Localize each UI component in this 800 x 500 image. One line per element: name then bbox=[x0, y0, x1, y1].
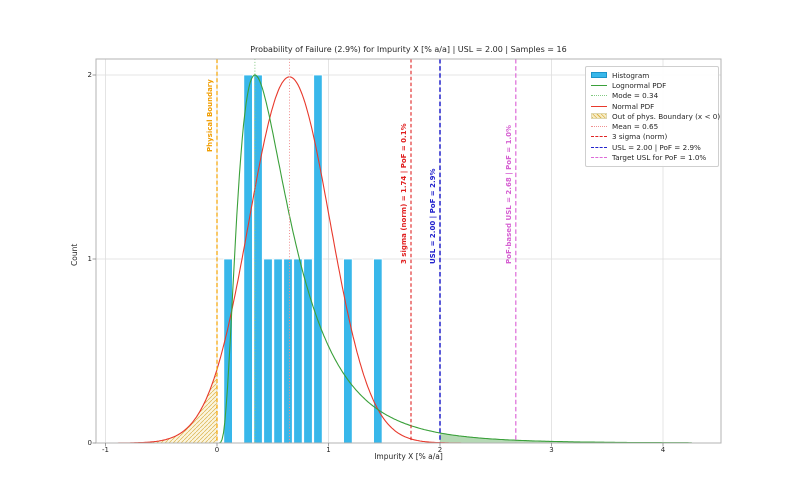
chart-title: Probability of Failure (2.9%) for Impuri… bbox=[250, 45, 567, 54]
histogram-bar bbox=[253, 74, 263, 444]
y-tick-label: 2 bbox=[87, 70, 92, 79]
x-axis-label: Impurity X [% a/a] bbox=[374, 452, 443, 461]
x-tick-label: 4 bbox=[660, 446, 666, 454]
legend-label: Mode = 0.34 bbox=[612, 91, 659, 101]
x-tick-label: 3 bbox=[549, 446, 554, 454]
legend-item: 3 sigma (norm) bbox=[591, 132, 713, 142]
legend-swatch-line bbox=[591, 126, 607, 128]
legend-label: Histogram bbox=[612, 70, 650, 80]
legend-label: Target USL for PoF = 1.0% bbox=[612, 153, 707, 163]
histogram-bar bbox=[343, 258, 353, 444]
legend-item: Lognormal PDF bbox=[591, 80, 713, 90]
legend-item: Mean = 0.65 bbox=[591, 121, 713, 131]
legend-swatch-line bbox=[591, 105, 607, 107]
legend-label: USL = 2.00 | PoF = 2.9% bbox=[612, 142, 701, 152]
x-tick-label: -1 bbox=[102, 446, 109, 454]
legend: Histogram Lognormal PDF Mode = 0.34 Normal … bbox=[585, 66, 720, 167]
fill-pof-tail bbox=[440, 433, 692, 443]
legend-swatch-line bbox=[591, 146, 607, 148]
legend-label: Out of phys. Boundary (x < 0) bbox=[612, 111, 721, 121]
legend-item: Out of phys. Boundary (x < 0) bbox=[591, 111, 720, 121]
legend-swatch-hatch bbox=[591, 113, 607, 120]
y-tick-label: 0 bbox=[87, 438, 92, 447]
legend-swatch-line bbox=[591, 157, 607, 159]
vline-label: PoF-based USL = 2.68 | PoF = 1.0% bbox=[505, 124, 513, 264]
histogram-bar bbox=[313, 74, 323, 444]
legend-item: Normal PDF bbox=[591, 101, 713, 111]
fill-out-of-boundary bbox=[105, 370, 217, 443]
legend-item: Mode = 0.34 bbox=[591, 91, 713, 101]
vline-label: 3 sigma (norm) = 1.74 | PoF = 0.1% bbox=[400, 123, 408, 264]
histogram-bar bbox=[303, 258, 313, 444]
histogram-bar bbox=[263, 258, 273, 444]
legend-label: Lognormal PDF bbox=[612, 80, 667, 90]
curve-lognormal bbox=[218, 74, 692, 444]
legend-swatch-patch bbox=[591, 72, 607, 79]
legend-swatch-line bbox=[591, 84, 607, 86]
x-tick-label: 1 bbox=[326, 446, 331, 454]
histogram-bar bbox=[273, 258, 283, 444]
legend-item: Histogram bbox=[591, 70, 713, 80]
legend-swatch-line bbox=[591, 95, 607, 97]
histogram-bar bbox=[373, 258, 383, 444]
legend-swatch-line bbox=[591, 136, 607, 138]
axes-spines bbox=[95, 58, 722, 444]
y-tick-label: 1 bbox=[87, 254, 92, 263]
histogram-bar bbox=[293, 258, 303, 444]
vline-label: USL = 2.00 | PoF = 2.9% bbox=[429, 168, 437, 264]
histogram-bar bbox=[283, 258, 293, 444]
x-tick-label: 2 bbox=[437, 446, 443, 454]
x-tick-label: 0 bbox=[214, 446, 220, 454]
legend-label: Normal PDF bbox=[612, 101, 655, 111]
histogram-bar bbox=[243, 74, 253, 444]
legend-item: USL = 2.00 | PoF = 2.9% bbox=[591, 142, 713, 152]
legend-label: Mean = 0.65 bbox=[612, 122, 659, 132]
vline-label: Physical Boundary bbox=[206, 79, 214, 152]
legend-label: 3 sigma (norm) bbox=[612, 132, 668, 142]
legend-item: Target USL for PoF = 1.0% bbox=[591, 152, 713, 162]
